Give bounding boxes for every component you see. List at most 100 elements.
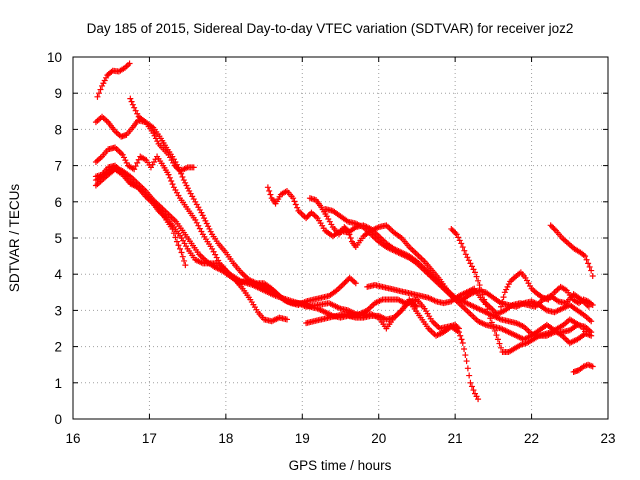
data-point [169, 181, 176, 188]
data-point [131, 166, 138, 173]
data-point [345, 227, 352, 234]
data-point [199, 212, 206, 219]
data-point [126, 60, 133, 67]
series-s14 [498, 269, 596, 310]
data-point [456, 237, 463, 244]
data-point [473, 273, 480, 280]
data-point [343, 226, 350, 233]
data-point [551, 226, 558, 233]
data-point [549, 223, 556, 230]
data-point [134, 110, 141, 117]
data-point [482, 301, 489, 308]
data-point [101, 77, 108, 84]
data-point [184, 185, 191, 192]
data-point [97, 86, 104, 93]
data-point [198, 209, 205, 216]
data-point [470, 387, 477, 394]
data-point [267, 191, 274, 198]
data-point [305, 212, 312, 219]
data-marks [92, 60, 596, 403]
data-point [127, 95, 134, 102]
data-point [459, 244, 466, 251]
series-s15 [547, 222, 596, 280]
data-point [172, 234, 179, 241]
data-point [179, 173, 186, 180]
data-point [207, 228, 214, 235]
data-point [467, 379, 474, 386]
data-point [266, 187, 273, 194]
data-point [99, 82, 106, 89]
data-point [488, 319, 495, 326]
x-tick-label: 21 [448, 431, 463, 446]
y-tick-label: 0 [54, 412, 62, 427]
data-point [134, 159, 141, 166]
x-tick-labels: 16 17 18 19 20 21 22 23 [65, 431, 615, 446]
data-point [180, 177, 187, 184]
data-point [490, 323, 497, 330]
data-point [501, 289, 508, 296]
data-point [467, 260, 474, 267]
data-point [94, 93, 101, 100]
data-point [459, 339, 466, 346]
data-point [303, 215, 310, 222]
data-point [484, 306, 491, 313]
data-point [294, 204, 301, 211]
series-s9 [306, 195, 595, 325]
data-point [588, 318, 595, 325]
data-point [476, 282, 483, 289]
data-point [450, 228, 457, 235]
data-point [493, 332, 500, 339]
y-tick-label: 10 [47, 50, 62, 65]
data-point [175, 164, 182, 171]
x-tick-label: 19 [295, 431, 310, 446]
data-point [588, 332, 595, 339]
y-tick-labels: 0 1 2 3 4 5 6 7 8 9 10 [47, 50, 63, 427]
data-point [122, 157, 129, 164]
data-point [128, 98, 135, 105]
data-point [413, 303, 420, 310]
y-tick-label: 6 [54, 195, 62, 210]
data-point [290, 195, 297, 202]
x-tick-label: 22 [524, 431, 539, 446]
data-point [453, 231, 460, 238]
data-point [478, 286, 485, 293]
data-point [470, 266, 477, 273]
series-s11 [303, 296, 420, 327]
data-point [504, 283, 511, 290]
series-s4 [92, 162, 189, 269]
data-point [498, 303, 504, 310]
data-point [499, 298, 506, 305]
data-point [205, 223, 212, 230]
data-point [343, 277, 350, 284]
data-point [347, 235, 354, 241]
data-point [100, 80, 107, 87]
data-point [550, 225, 557, 232]
chart-title: Day 185 of 2015, Sidereal Day-to-day VTE… [87, 21, 574, 36]
data-point [95, 90, 102, 97]
data-point [500, 294, 507, 301]
data-point [462, 251, 469, 258]
data-point [183, 182, 190, 189]
data-point [494, 336, 501, 343]
x-axis-label: GPS time / hours [289, 458, 392, 473]
data-point [203, 220, 210, 227]
data-point [583, 256, 590, 263]
series-s1 [94, 60, 133, 100]
data-point [458, 240, 465, 247]
data-point [291, 198, 298, 205]
y-tick-label: 4 [54, 267, 62, 282]
data-point [455, 325, 462, 332]
grid [73, 57, 608, 419]
data-point [585, 260, 592, 267]
series-s16 [570, 361, 596, 375]
data-point [108, 68, 115, 75]
data-point [475, 396, 482, 403]
data-point [264, 184, 271, 191]
data-point [468, 383, 475, 390]
data-point [464, 365, 471, 372]
data-point [132, 163, 139, 170]
data-point [103, 74, 110, 81]
data-point [201, 215, 208, 222]
data-point [479, 291, 486, 298]
